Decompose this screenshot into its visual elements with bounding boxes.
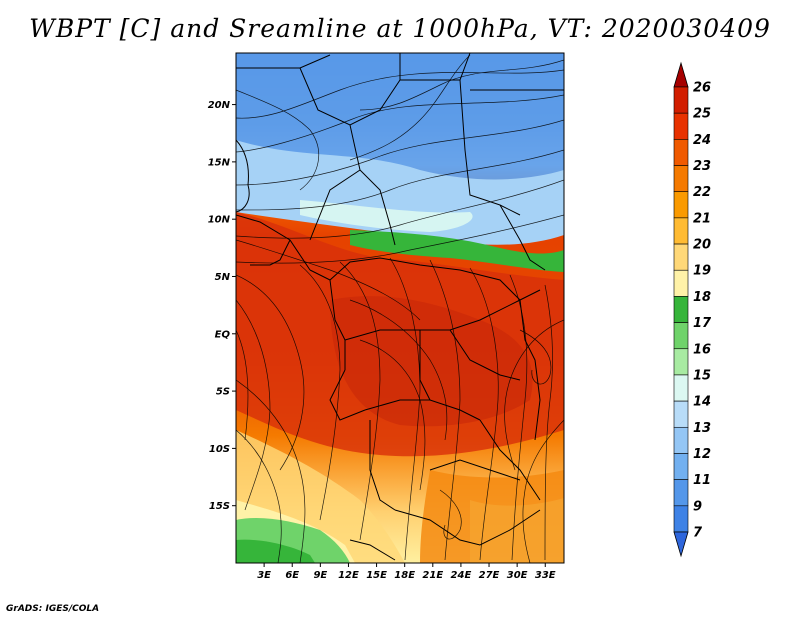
colorbar-label: 16 bbox=[693, 342, 711, 357]
lat-tick-label: 5N bbox=[215, 272, 231, 283]
colorbar-label: 21 bbox=[693, 211, 711, 226]
colorbar-swatch bbox=[673, 400, 689, 428]
temperature-field bbox=[236, 53, 564, 563]
lat-tick-label: 15S bbox=[209, 501, 230, 512]
colorbar-label: 7 bbox=[693, 526, 703, 541]
lon-tick-label: 15E bbox=[366, 570, 387, 581]
colorbar-swatch bbox=[673, 86, 689, 114]
colorbar-label: 25 bbox=[693, 107, 711, 122]
colorbar-swatch bbox=[673, 296, 689, 323]
colorbar-label: 15 bbox=[693, 368, 711, 383]
colorbar-swatch bbox=[673, 505, 689, 533]
colorbar-label: 12 bbox=[693, 447, 711, 462]
colorbar-label: 14 bbox=[693, 395, 711, 410]
colorbar-swatch bbox=[673, 139, 689, 166]
colorbar-label: 11 bbox=[693, 473, 711, 488]
latitude-axis: 20N 15N 10N 5N EQ 5S 10S 15S bbox=[208, 100, 236, 512]
colorbar-swatch bbox=[673, 479, 689, 507]
colorbar-swatch bbox=[673, 322, 689, 350]
colorbar-swatch bbox=[673, 348, 689, 376]
colorbar: 26 25 24 23 22 21 20 19 18 17 16 15 14 13 12 11 9 7 bbox=[673, 61, 712, 558]
colorbar-label: 19 bbox=[693, 264, 711, 279]
map-frame bbox=[235, 52, 565, 564]
colorbar-label: 18 bbox=[693, 290, 711, 305]
lat-tick-label: 20N bbox=[208, 100, 231, 111]
lat-tick-label: 5S bbox=[216, 387, 230, 398]
colorbar-label: 22 bbox=[693, 185, 711, 200]
colorbar-swatch bbox=[673, 112, 689, 140]
colorbar-swatch bbox=[673, 453, 689, 480]
grads-credit: GrADS: IGES/COLA bbox=[6, 604, 100, 614]
chart-title: WBPT [C] and Sreamline at 1000hPa, VT: 2… bbox=[29, 14, 771, 43]
colorbar-swatch bbox=[673, 269, 689, 297]
lon-tick-label: 6E bbox=[285, 570, 299, 581]
colorbar-label: 26 bbox=[693, 81, 711, 96]
lon-tick-label: 24E bbox=[451, 570, 472, 581]
colorbar-max-triangle bbox=[673, 61, 689, 88]
lon-tick-label: 18E bbox=[394, 570, 415, 581]
lon-tick-label: 12E bbox=[338, 570, 359, 581]
colorbar-swatch bbox=[673, 191, 689, 219]
lat-tick-label: 15N bbox=[208, 157, 231, 168]
colorbar-label: 17 bbox=[693, 316, 712, 331]
lon-tick-label: 27E bbox=[479, 570, 500, 581]
lon-tick-label: 3E bbox=[257, 570, 271, 581]
colorbar-label: 23 bbox=[693, 159, 711, 174]
colorbar-swatch bbox=[673, 165, 689, 193]
colorbar-label: 20 bbox=[693, 238, 711, 253]
colorbar-label: 24 bbox=[693, 133, 711, 148]
lat-tick-label: EQ bbox=[215, 329, 231, 340]
longitude-axis: 3E 6E 9E 12E 15E 18E 21E 24E 27E 30E 33E bbox=[257, 563, 556, 581]
colorbar-swatch bbox=[673, 426, 689, 454]
lat-tick-label: 10N bbox=[208, 215, 231, 226]
lon-tick-label: 30E bbox=[507, 570, 528, 581]
lon-tick-label: 9E bbox=[313, 570, 327, 581]
lon-tick-label: 33E bbox=[535, 570, 556, 581]
lat-tick-label: 10S bbox=[209, 444, 230, 455]
colorbar-label: 9 bbox=[693, 499, 702, 514]
lon-tick-label: 21E bbox=[422, 570, 443, 581]
colorbar-min-triangle bbox=[673, 531, 689, 558]
colorbar-swatch bbox=[673, 243, 689, 271]
colorbar-swatch bbox=[673, 217, 689, 245]
colorbar-label: 13 bbox=[693, 421, 711, 436]
colorbar-swatch bbox=[673, 374, 689, 402]
